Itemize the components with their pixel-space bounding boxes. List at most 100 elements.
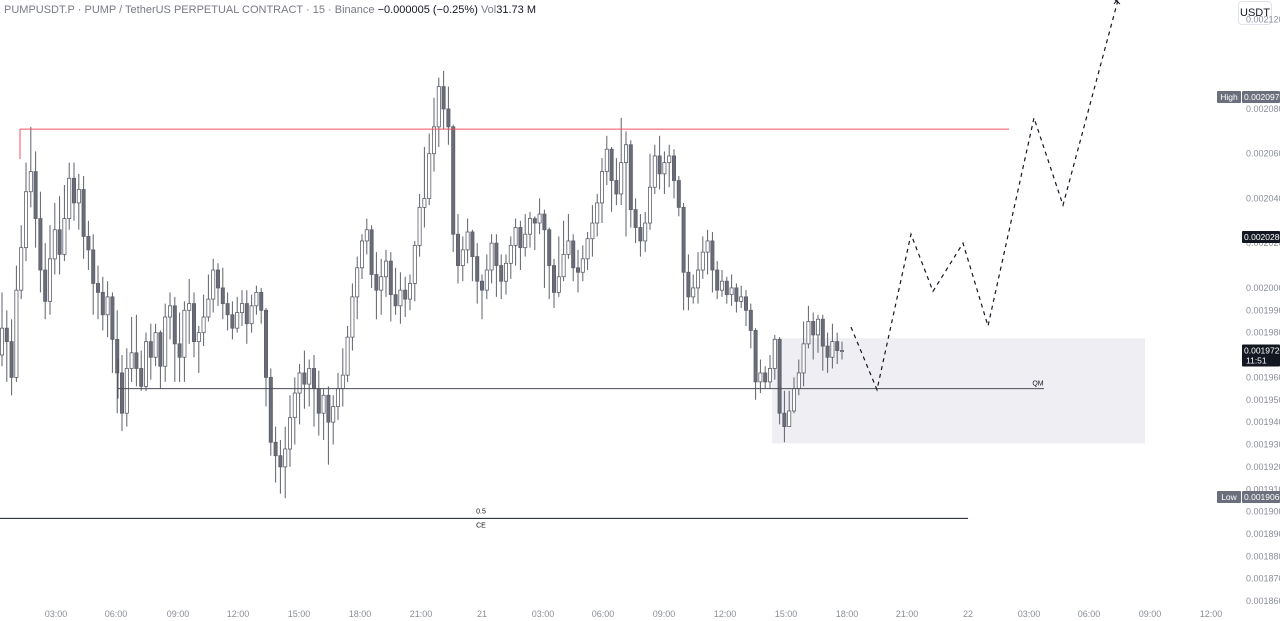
candle-body bbox=[263, 309, 268, 378]
candle-body bbox=[600, 171, 605, 204]
price-tick-label: 0.0020800 bbox=[1246, 104, 1280, 114]
candle bbox=[115, 310, 120, 414]
candle-body bbox=[494, 242, 499, 266]
candle-body bbox=[91, 249, 96, 284]
candle bbox=[201, 294, 206, 347]
candle-body bbox=[38, 218, 43, 271]
time-tick-label: 18:00 bbox=[836, 609, 859, 619]
candle bbox=[23, 162, 28, 262]
candle-body bbox=[638, 227, 643, 242]
candle-body bbox=[513, 227, 518, 246]
candle-body bbox=[105, 296, 110, 316]
candle bbox=[33, 151, 38, 248]
candle-body bbox=[787, 410, 792, 428]
candle-body bbox=[163, 316, 168, 367]
candle bbox=[177, 312, 182, 382]
countdown-label: 11:51 bbox=[1246, 356, 1267, 366]
candle-body bbox=[676, 180, 681, 208]
candle bbox=[43, 243, 48, 320]
candle-body bbox=[28, 171, 33, 193]
candle bbox=[710, 231, 715, 293]
candle-body bbox=[777, 338, 782, 414]
candle-body bbox=[230, 314, 235, 329]
candle bbox=[590, 205, 595, 257]
candle-body bbox=[4, 327, 9, 343]
candle bbox=[537, 198, 542, 235]
candle-body bbox=[398, 289, 403, 307]
candle-body bbox=[806, 321, 811, 345]
candle-body bbox=[220, 287, 225, 304]
candle-body bbox=[825, 345, 830, 358]
high-tag-value-bg bbox=[1242, 91, 1280, 103]
candle-body bbox=[556, 276, 561, 293]
candle bbox=[657, 135, 662, 190]
candle-body bbox=[465, 231, 470, 251]
candle bbox=[316, 370, 321, 436]
candle-body bbox=[72, 177, 77, 204]
candle bbox=[580, 245, 585, 282]
candle bbox=[455, 214, 460, 284]
price-tick-label: 0.0018600 bbox=[1246, 596, 1280, 606]
time-tick-label: 22 bbox=[963, 609, 973, 619]
candle bbox=[143, 332, 148, 391]
candle bbox=[643, 211, 648, 253]
low-tag-label-bg bbox=[1217, 491, 1241, 503]
time-tick-label: 21 bbox=[477, 609, 487, 619]
symbol-name[interactable]: PUMPUSDT.P bbox=[4, 4, 75, 16]
candle bbox=[163, 303, 168, 382]
candle bbox=[768, 355, 773, 389]
candle-body bbox=[57, 229, 62, 255]
candle-body bbox=[235, 312, 240, 329]
candle bbox=[14, 265, 19, 382]
candle bbox=[139, 350, 144, 391]
candle-body bbox=[158, 332, 163, 367]
candle-body bbox=[508, 245, 513, 264]
ce-fib-label: 0.5 bbox=[476, 508, 486, 515]
candle-body bbox=[388, 260, 393, 296]
candle-body bbox=[840, 350, 845, 352]
high-tag-label-bg bbox=[1217, 91, 1241, 103]
candle bbox=[283, 426, 288, 499]
time-tick-label: 12:00 bbox=[714, 609, 737, 619]
candle-body bbox=[76, 189, 81, 204]
candle bbox=[820, 314, 825, 371]
candle bbox=[321, 388, 326, 441]
candle-body bbox=[710, 240, 715, 271]
candle bbox=[427, 133, 432, 206]
candle-body bbox=[782, 412, 787, 428]
candle-body bbox=[143, 341, 148, 387]
candle bbox=[153, 323, 158, 367]
candle bbox=[379, 258, 384, 315]
candle-body bbox=[484, 269, 489, 291]
interval-label[interactable]: 15 bbox=[312, 4, 325, 16]
candles-group bbox=[0, 70, 845, 499]
candle bbox=[744, 290, 749, 326]
candle bbox=[465, 218, 470, 264]
candle bbox=[359, 234, 364, 279]
candle bbox=[340, 348, 345, 407]
candle-body bbox=[254, 291, 259, 307]
candle-body bbox=[302, 372, 307, 385]
candle-body bbox=[215, 269, 220, 289]
time-tick-label: 09:00 bbox=[167, 609, 190, 619]
candle bbox=[835, 332, 840, 364]
candle bbox=[499, 254, 504, 300]
candle bbox=[244, 290, 249, 344]
currency-button[interactable]: USDT bbox=[1238, 1, 1272, 25]
candle-body bbox=[139, 368, 144, 387]
candle-body bbox=[528, 218, 533, 235]
candle-body bbox=[67, 177, 72, 219]
candle bbox=[720, 270, 725, 297]
candle bbox=[239, 290, 244, 326]
candle bbox=[801, 321, 806, 387]
candle-body bbox=[321, 394, 326, 414]
candle bbox=[772, 334, 777, 380]
candle-body bbox=[62, 218, 67, 255]
candle bbox=[172, 296, 177, 382]
candle-body bbox=[43, 269, 48, 302]
time-tick-label: 21:00 bbox=[896, 609, 919, 619]
price-tick-label: 0.0020600 bbox=[1246, 149, 1280, 159]
candle-body bbox=[115, 338, 120, 374]
candle bbox=[206, 274, 211, 322]
